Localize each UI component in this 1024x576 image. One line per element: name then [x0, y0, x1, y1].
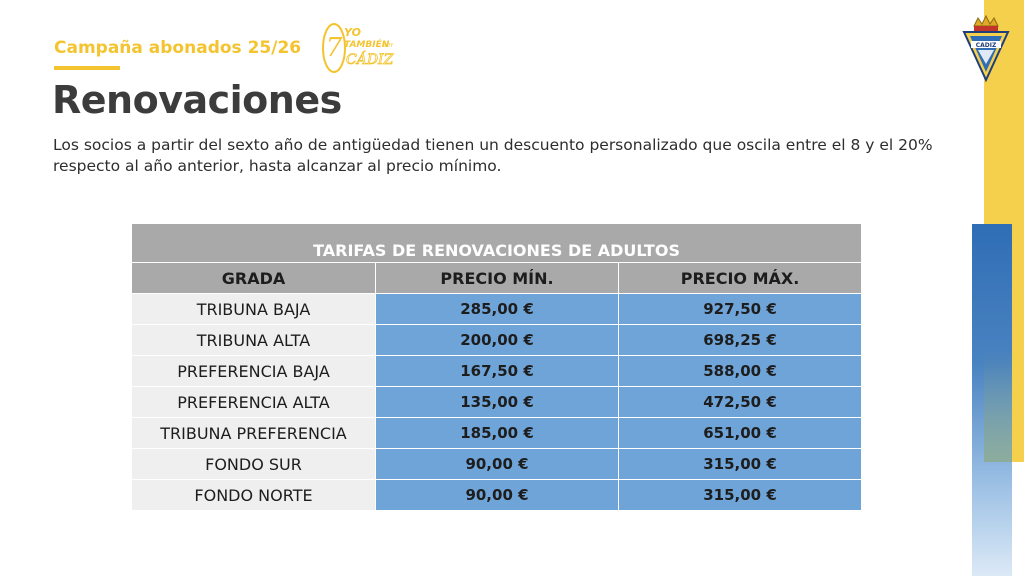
- renewal-rates-table: TARIFAS DE RENOVACIONES DE ADULTOS GRADA…: [130, 223, 863, 511]
- grada-cell: TRIBUNA ALTA: [131, 324, 376, 356]
- table-row: TRIBUNA BAJA 285,00 € 927,50 €: [131, 293, 863, 325]
- club-crest-icon: CADIZ: [962, 14, 1010, 83]
- table-row: FONDO SUR 90,00 € 315,00 €: [131, 448, 863, 480]
- intro-paragraph: Los socios a partir del sexto año de ant…: [53, 136, 933, 175]
- svg-text:7: 7: [326, 33, 343, 63]
- max-price-cell: 588,00 €: [617, 355, 863, 387]
- column-header-grada: GRADA: [131, 262, 376, 294]
- decorative-green-overlay: [984, 350, 1012, 462]
- crest-label: CADIZ: [976, 42, 997, 49]
- table-header-row: GRADA PRECIO MÍN. PRECIO MÁX.: [131, 262, 863, 294]
- table-row: TRIBUNA ALTA 200,00 € 698,25 €: [131, 324, 863, 356]
- campaign-logo-text-2: TAMBIÉN: [344, 38, 390, 50]
- max-price-cell: 927,50 €: [617, 293, 863, 325]
- grada-cell: TRIBUNA PREFERENCIA: [131, 417, 376, 449]
- table-caption-row: TARIFAS DE RENOVACIONES DE ADULTOS: [130, 223, 863, 263]
- grada-cell: PREFERENCIA ALTA: [131, 386, 376, 418]
- min-price-cell: 90,00 €: [375, 479, 619, 511]
- min-price-cell: 285,00 €: [375, 293, 619, 325]
- column-header-max-price: PRECIO MÁX.: [617, 262, 863, 294]
- grada-cell: FONDO SUR: [131, 448, 376, 480]
- table-row: TRIBUNA PREFERENCIA 185,00 € 651,00 €: [131, 417, 863, 449]
- max-price-cell: 472,50 €: [617, 386, 863, 418]
- grada-cell: PREFERENCIA BAJA: [131, 355, 376, 387]
- min-price-cell: 167,50 €: [375, 355, 619, 387]
- table-caption: TARIFAS DE RENOVACIONES DE ADULTOS: [130, 223, 863, 263]
- max-price-cell: 698,25 €: [617, 324, 863, 356]
- campaign-kicker: Campaña abonados 25/26: [54, 38, 302, 58]
- table-row: PREFERENCIA ALTA 135,00 € 472,50 €: [131, 386, 863, 418]
- table-row: FONDO NORTE 90,00 € 315,00 €: [131, 479, 863, 511]
- page-title: Renovaciones: [52, 78, 342, 122]
- grada-cell: FONDO NORTE: [131, 479, 376, 511]
- min-price-cell: 200,00 €: [375, 324, 619, 356]
- min-price-cell: 135,00 €: [375, 386, 619, 418]
- campaign-logo-text-3: SOY: [383, 43, 394, 49]
- grada-cell: TRIBUNA BAJA: [131, 293, 376, 325]
- kicker-underline: [54, 66, 120, 70]
- max-price-cell: 315,00 €: [617, 479, 863, 511]
- max-price-cell: 315,00 €: [617, 448, 863, 480]
- campaign-logo: 7 YO TAMBIÉN SOY CÁDIZ: [322, 23, 394, 73]
- min-price-cell: 90,00 €: [375, 448, 619, 480]
- min-price-cell: 185,00 €: [375, 417, 619, 449]
- campaign-logo-text-1: YO: [344, 26, 361, 39]
- max-price-cell: 651,00 €: [617, 417, 863, 449]
- column-header-min-price: PRECIO MÍN.: [375, 262, 619, 294]
- campaign-logo-text-4: CÁDIZ: [346, 50, 394, 68]
- table-row: PREFERENCIA BAJA 167,50 € 588,00 €: [131, 355, 863, 387]
